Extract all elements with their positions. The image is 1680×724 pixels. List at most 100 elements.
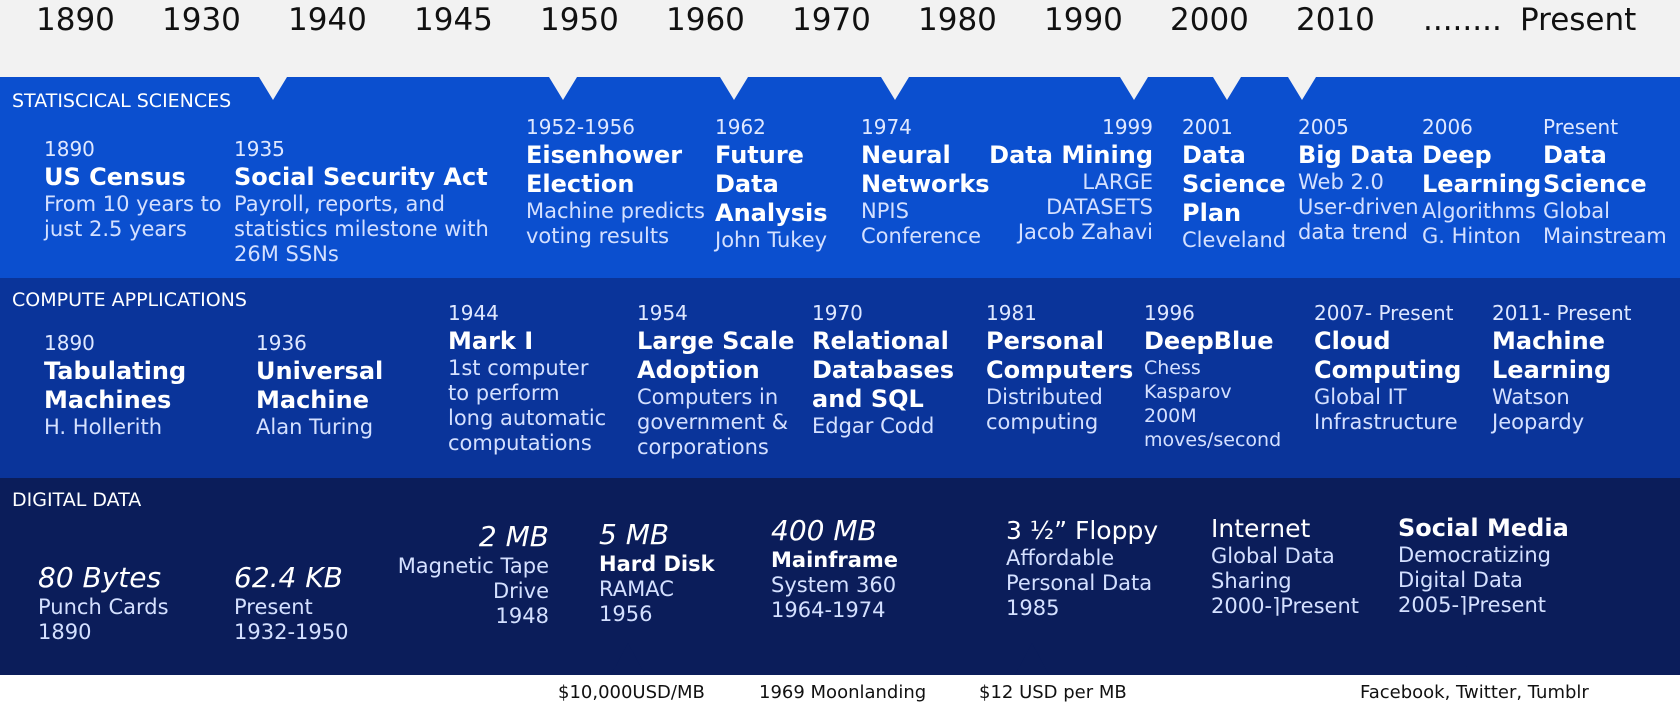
item-title: Big Data: [1298, 141, 1414, 169]
note-pointer: [810, 643, 844, 675]
item-title: Science: [1543, 170, 1647, 198]
item-value: 62.4 KB: [234, 561, 343, 594]
digital-item-floppy: 3 ½” Floppy Affordable Personal Data 198…: [1006, 516, 1158, 621]
digital-item-400-mb: 400 MB Mainframe System 360 1964-1974: [771, 514, 898, 623]
item-desc: to perform: [448, 381, 560, 405]
stats-item-data-science: Present Data Science Global Mainstream: [1543, 114, 1667, 249]
item-desc: 1964-1974: [771, 598, 886, 622]
item-year: 2007- Present: [1314, 301, 1454, 325]
item-desc: computations: [448, 431, 592, 455]
digital-item-social-media: Social Media Democratizing Digital Data …: [1398, 514, 1569, 618]
item-year: 2006: [1422, 115, 1473, 139]
digital-item-62-kb: 62.4 KB Present 1932-1950: [234, 561, 348, 645]
item-title: Future: [715, 141, 804, 169]
item-value: 2 MB: [478, 520, 549, 553]
item-year: 2011- Present: [1492, 301, 1632, 325]
item-title: Personal: [986, 327, 1104, 355]
item-title: Machine: [1492, 327, 1605, 355]
timeline-pointer: [1120, 77, 1148, 100]
item-title: Tabulating: [44, 357, 187, 385]
item-title: Plan: [1182, 199, 1242, 227]
item-year: 1935: [234, 137, 285, 161]
item-desc: Punch Cards: [38, 595, 169, 619]
item-year: 1974: [861, 115, 912, 139]
item-year: 1944: [448, 301, 499, 325]
item-desc: Drive: [493, 579, 549, 603]
note-social-platforms: Facebook, Twitter, Tumblr: [1360, 682, 1589, 703]
item-title: Learning: [1422, 170, 1542, 198]
item-desc: LARGE: [1082, 170, 1153, 194]
item-title: and SQL: [812, 385, 924, 413]
item-desc: government &: [637, 410, 789, 434]
stats-item-deep-learning: 2006 Deep Learning Algorithms G. Hinton: [1422, 114, 1541, 249]
item-desc: computing: [986, 410, 1099, 434]
note-moonlanding: 1969 Moonlanding: [759, 682, 927, 703]
item-desc: System 360: [771, 573, 897, 597]
item-desc: Edgar Codd: [812, 414, 935, 438]
item-desc: User-driven: [1298, 195, 1419, 219]
timeline-year: 1960: [666, 2, 745, 38]
item-desc: Computers in: [637, 385, 779, 409]
item-title: Networks: [861, 170, 990, 198]
timeline-pointer: [1288, 77, 1316, 100]
compute-item-relational-db: 1970 Relational Databases and SQL Edgar …: [812, 300, 954, 439]
item-title: Mark I: [448, 327, 534, 355]
item-value: 400 MB: [771, 514, 877, 547]
item-desc: 1956: [599, 602, 653, 626]
timeline-year: 2010: [1296, 2, 1375, 38]
item-title: Databases: [812, 356, 955, 384]
item-year: 1890: [44, 137, 95, 161]
item-desc: Kasparov: [1144, 381, 1232, 403]
item-year: Present: [1543, 115, 1619, 139]
digital-item-80-bytes: 80 Bytes Punch Cards 1890: [38, 561, 169, 645]
item-desc: 2005-⌉Present: [1398, 593, 1547, 617]
timeline-year: 1980: [918, 2, 997, 38]
stats-item-eisenhower: 1952-1956 Eisenhower Election Machine pr…: [526, 114, 705, 249]
item-desc: RAMAC: [599, 577, 674, 601]
item-title: Data: [715, 170, 779, 198]
timeline-pointer: [1213, 77, 1241, 100]
stats-item-future-data-analysis: 1962 Future Data Analysis John Tukey: [715, 114, 828, 253]
item-desc: 1932-1950: [234, 620, 349, 644]
item-desc: Distributed: [986, 385, 1103, 409]
item-desc: Present: [234, 595, 313, 619]
item-year: 1970: [812, 301, 863, 325]
item-desc: Algorithms: [1422, 199, 1536, 223]
item-desc: moves/second: [1144, 429, 1282, 451]
item-title: Data: [1182, 141, 1246, 169]
timeline-year: 2000: [1170, 2, 1249, 38]
item-desc: 1st computer: [448, 356, 589, 380]
timeline-pointer: [720, 77, 748, 100]
compute-item-deepblue: 1996 DeepBlue Chess Kasparov 200M moves/…: [1144, 300, 1281, 452]
item-desc: statistics milestone with: [234, 217, 489, 241]
item-title: Machine: [256, 386, 369, 414]
stats-item-big-data: 2005 Big Data Web 2.0 User-driven data t…: [1298, 114, 1419, 245]
item-desc: Global: [1543, 199, 1610, 223]
item-title: Relational: [812, 327, 949, 355]
item-desc: Web 2.0: [1298, 170, 1384, 194]
item-title: Eisenhower: [526, 141, 683, 169]
item-desc: Sharing: [1211, 569, 1292, 593]
item-desc: just 2.5 years: [44, 217, 187, 241]
item-desc: 1890: [38, 620, 92, 644]
stats-item-data-mining: 1999 Data Mining LARGE DATASETS Jacob Za…: [989, 114, 1153, 245]
item-desc: Cleveland: [1182, 228, 1287, 252]
timeline-year: 1940: [288, 2, 367, 38]
digital-item-internet: Internet Global Data Sharing 2000-⌉Prese…: [1211, 514, 1359, 619]
item-desc: Infrastructure: [1314, 410, 1458, 434]
compute-item-mark-i: 1944 Mark I 1st computer to perform long…: [448, 300, 606, 456]
compute-item-cloud-computing: 2007- Present Cloud Computing Global IT …: [1314, 300, 1461, 435]
item-desc: John Tukey: [715, 228, 828, 252]
item-desc: Payroll, reports, and: [234, 192, 445, 216]
item-year: 1936: [256, 331, 307, 355]
compute-item-large-scale: 1954 Large Scale Adoption Computers in g…: [637, 300, 794, 460]
item-title: Computers: [986, 356, 1134, 384]
note-price-1985: $12 USD per MB: [979, 682, 1127, 703]
note-pointer: [1437, 643, 1471, 675]
note-pointer: [611, 643, 645, 675]
item-year: 1890: [44, 331, 95, 355]
item-title: Election: [526, 170, 635, 198]
item-title: US Census: [44, 163, 186, 191]
item-desc: 2000-⌉Present: [1211, 594, 1360, 618]
digital-item-5-mb: 5 MB Hard Disk RAMAC 1956: [599, 518, 715, 627]
